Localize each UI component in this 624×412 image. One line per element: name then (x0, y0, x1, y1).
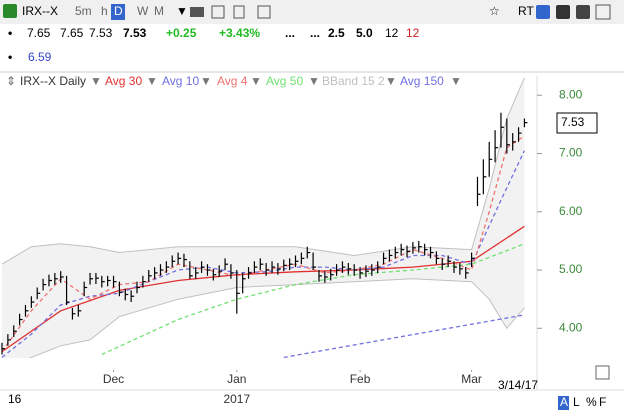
legend-entry[interactable]: Avg 4 (217, 74, 248, 88)
quote-change: +0.25 (166, 26, 197, 40)
footer-button[interactable]: A (560, 395, 568, 409)
symbol[interactable]: IRX--X (22, 4, 58, 18)
interval[interactable]: 5m (75, 4, 92, 18)
legend-title: IRX--X Daily (20, 74, 86, 88)
plot (1, 77, 528, 358)
last-price: 7.53 (561, 115, 585, 129)
quote-second: 6.59 (28, 50, 52, 64)
y-tick-label: 4.00 (559, 320, 583, 334)
quote-change-pct: +3.43% (219, 26, 260, 40)
y-tick-label: 5.00 (559, 262, 583, 276)
interval[interactable]: D (114, 4, 123, 18)
y-tick-label: 7.00 (559, 146, 583, 160)
x-tick-label: Jan (227, 372, 246, 386)
toolbar-icon[interactable] (3, 4, 17, 18)
legend-entry[interactable]: Avg 30 (105, 74, 142, 88)
quote-last: 7.53 (123, 26, 147, 40)
star[interactable]: ☆ (489, 4, 500, 18)
quote-ask: 5.0 (356, 26, 373, 40)
legend-dropdown: ▼ (450, 74, 462, 88)
y-tick-label: 8.00 (559, 87, 583, 101)
toolbar-bg (0, 0, 624, 24)
quote-more: ... (310, 26, 320, 40)
interval-selected (111, 4, 125, 20)
legend-entry[interactable]: Avg 50 (266, 74, 303, 88)
date: 3/14/17 (498, 378, 538, 392)
legend-entry[interactable]: Avg 10 (162, 74, 199, 88)
moving-average (1, 135, 525, 352)
year-left: 16 (8, 392, 22, 406)
legend-entry[interactable]: BBand 15 2 (322, 74, 385, 88)
moving-average (101, 243, 525, 356)
y-tick-label: 6.00 (559, 204, 583, 218)
x-tick-label: Mar (461, 372, 482, 386)
legend-dropdown: ▼ (146, 74, 158, 88)
bband-lower (28, 278, 525, 358)
legend-dropdown: ▼ (385, 74, 397, 88)
legend-dropdown: ▼ (90, 74, 102, 88)
bband-fill (2, 77, 525, 358)
footer-button[interactable]: % (586, 395, 597, 409)
x-tick-label: Dec (103, 372, 124, 386)
interval[interactable]: W (137, 4, 149, 18)
quote-ask-size: 12 (406, 26, 420, 40)
realtime[interactable]: RT (518, 4, 534, 18)
quote-bid: 2.5 (328, 26, 345, 40)
button-bg (558, 396, 569, 410)
edit-icon[interactable] (595, 365, 610, 380)
moving-average (283, 314, 525, 358)
legend-dropdown: ▼ (308, 74, 320, 88)
toolbar-icons (190, 4, 611, 20)
quote-bid-size: 12 (385, 26, 399, 40)
legend-dropdown: ▼ (200, 74, 212, 88)
legend-dropdown: ▼ (250, 74, 262, 88)
interval[interactable]: h (101, 4, 108, 18)
bband-upper (1, 77, 525, 265)
bullet: • (8, 26, 12, 40)
last-price-box (556, 112, 598, 134)
year-label: 2017 (223, 392, 250, 406)
legend-icon: ⇕ (6, 74, 16, 88)
quote-more: ... (285, 26, 295, 40)
footer-button[interactable]: F (599, 395, 606, 409)
x-tick-label: Feb (350, 372, 371, 386)
footer-button[interactable]: L (573, 395, 580, 409)
quote-high: 7.65 (60, 26, 84, 40)
bullet: • (8, 50, 12, 64)
quote-low: 7.53 (89, 26, 113, 40)
interval[interactable]: M (154, 4, 164, 18)
legend-entry[interactable]: Avg 150 (400, 74, 444, 88)
quote-open: 7.65 (27, 26, 51, 40)
dropdown[interactable]: ▼ (176, 4, 188, 18)
